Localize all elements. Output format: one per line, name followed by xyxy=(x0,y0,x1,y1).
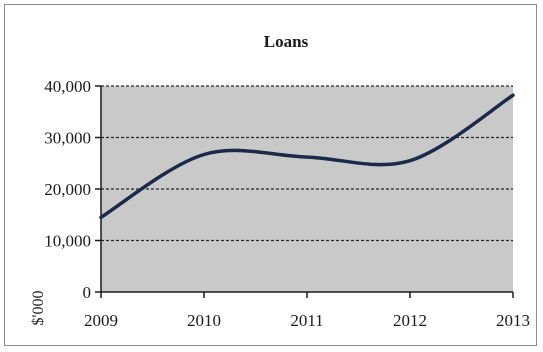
chart-title: Loans xyxy=(264,32,309,51)
x-tick-labels: 2009 2010 2011 2012 2013 xyxy=(84,292,530,330)
y-tick-label: 0 xyxy=(83,283,92,302)
x-tick-label: 2010 xyxy=(187,311,221,330)
x-tick-label: 2012 xyxy=(393,311,427,330)
y-tick-label: 10,000 xyxy=(44,232,91,251)
grid-lines xyxy=(101,85,513,242)
series-line xyxy=(99,93,515,220)
y-tick-label: 40,000 xyxy=(44,77,91,96)
y-tick-label: 30,000 xyxy=(44,129,91,148)
y-tick-labels: 0 10,000 20,000 30,000 40,000 xyxy=(44,77,101,302)
x-tick-label: 2011 xyxy=(290,311,323,330)
x-tick-label: 2009 xyxy=(84,311,118,330)
y-tick-label: 20,000 xyxy=(44,180,91,199)
y-axis-label: $'000 xyxy=(30,291,47,326)
x-tick-label: 2013 xyxy=(496,311,530,330)
